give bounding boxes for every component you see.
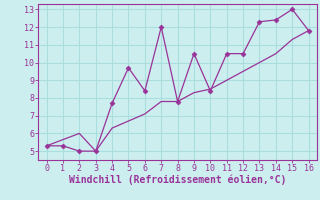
X-axis label: Windchill (Refroidissement éolien,°C): Windchill (Refroidissement éolien,°C)	[69, 175, 286, 185]
